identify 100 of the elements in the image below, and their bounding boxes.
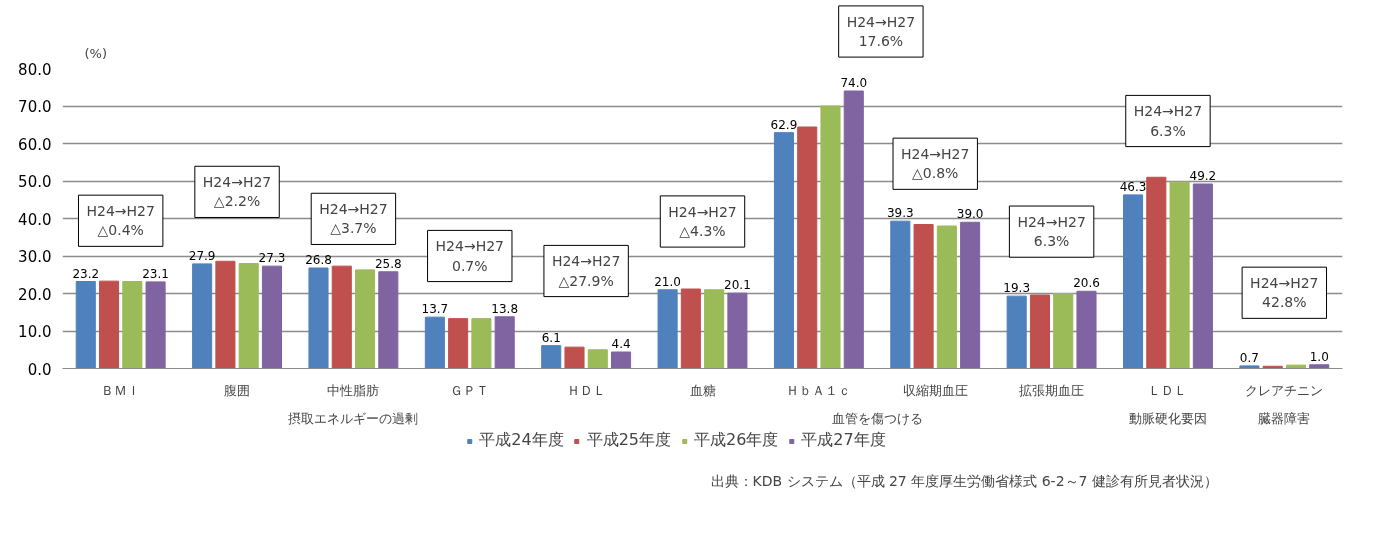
bar — [448, 318, 469, 369]
data-label: 39.3 — [886, 206, 914, 221]
bar — [261, 265, 282, 369]
source-note: 出典：KDB システム（平成 27 年度厚生労働省様式 6-2～7 健診有所見者状況） — [710, 472, 1218, 489]
annotation: H24→H27 0.7% — [435, 238, 504, 274]
bar — [471, 318, 492, 369]
bar — [238, 263, 259, 369]
data-label: 13.7 — [421, 302, 449, 317]
legend-label: 平成25年度 — [586, 430, 671, 451]
bar — [727, 292, 748, 369]
text: 摂取エネルギーの過剰 — [288, 410, 419, 426]
bar — [797, 126, 818, 369]
bar — [378, 271, 399, 369]
x-tick-label: 血糖 — [689, 382, 716, 398]
y-tick-label: 40.0 — [18, 210, 52, 229]
bar — [936, 225, 957, 369]
y-tick-label: 80.0 — [18, 60, 52, 79]
bar — [587, 349, 608, 369]
bar — [122, 281, 143, 369]
annotation: H24→H27 6.3% — [1017, 214, 1086, 250]
bar — [960, 221, 981, 369]
bar — [1006, 295, 1027, 369]
data-label: 21.0 — [654, 274, 681, 289]
bar — [704, 289, 725, 369]
x-tick-label: 収縮期血圧 — [902, 382, 968, 398]
annotation: H24→H27 △0.4% — [86, 203, 155, 239]
bar — [913, 224, 934, 369]
annotation: H24→H27 △2.2% — [202, 174, 272, 210]
y-tick-label: 20.0 — [18, 285, 52, 304]
text: 動脈硬化要因 — [1128, 410, 1207, 426]
data-label: 46.3 — [1119, 179, 1147, 194]
bar — [680, 288, 701, 369]
bar — [657, 289, 678, 369]
y-tick-label: 60.0 — [18, 135, 52, 154]
data-label: 23.2 — [72, 266, 100, 281]
data-label: 13.8 — [491, 301, 519, 316]
bar — [1123, 194, 1144, 369]
data-label: 39.0 — [956, 207, 984, 222]
annotation: H24→H27 6.3% — [1133, 103, 1203, 139]
bar — [355, 269, 376, 369]
data-label: 1.0 — [1309, 349, 1329, 364]
data-label: 20.6 — [1073, 276, 1100, 291]
y-tick-label: 30.0 — [18, 248, 52, 266]
bar — [75, 281, 96, 369]
bar — [1146, 176, 1167, 369]
bar — [1169, 181, 1190, 369]
legend-label: 平成26年度 — [694, 430, 779, 451]
data-label: 23.1 — [142, 266, 169, 281]
y-axis-title: (%) — [84, 45, 107, 61]
annotation: H24→H27 △0.8% — [901, 146, 970, 182]
bar — [1285, 364, 1306, 369]
data-label: 74.0 — [840, 76, 868, 90]
data-label: 20.1 — [724, 278, 751, 293]
annotation: H24→H27 △27.9% — [551, 253, 621, 289]
bar — [890, 220, 911, 369]
annotation: H24→H27 △3.7% — [319, 201, 388, 237]
bar — [564, 346, 585, 369]
data-label: 62.9 — [770, 117, 798, 132]
bar — [1029, 294, 1050, 369]
x-tick-label: ＢＭＩ — [101, 382, 141, 398]
text: H24→H27 17.6% — [846, 13, 916, 50]
bar — [1309, 364, 1330, 369]
bar — [215, 260, 236, 369]
bar — [99, 280, 120, 369]
bar — [145, 281, 166, 369]
y-tick-label: 70.0 — [18, 98, 52, 116]
bar — [1076, 290, 1097, 369]
y-tick-label: 50.0 — [18, 173, 52, 191]
text: 血管を傷つける — [831, 410, 923, 426]
data-label: 26.8 — [305, 253, 332, 267]
data-label: 6.1 — [541, 330, 561, 345]
bar — [541, 345, 562, 369]
annotation: H24→H27 42.8% — [1250, 275, 1319, 311]
y-tick-label: 0.0 — [27, 360, 52, 379]
x-tick-label: ＧＰＴ — [450, 382, 490, 398]
bar — [1053, 293, 1074, 369]
bar — [1239, 365, 1260, 369]
x-tick-label: ＨＤＬ — [566, 382, 606, 398]
legend-label: 平成27年度 — [801, 430, 886, 451]
data-label: 19.3 — [1003, 281, 1031, 296]
data-label: 27.3 — [258, 251, 286, 266]
bar — [843, 90, 864, 369]
text: 臓器障害 — [1258, 410, 1311, 426]
data-label: 25.8 — [374, 256, 402, 271]
annotation: H24→H27 △4.3% — [668, 203, 737, 240]
bar — [820, 105, 841, 369]
x-tick-label: 中性脂肪 — [327, 382, 380, 398]
bar — [494, 316, 515, 369]
x-tick-label: 腹囲 — [224, 382, 251, 398]
bar — [192, 263, 213, 369]
x-tick-label: ＬＤＬ — [1148, 382, 1188, 398]
data-label: 49.2 — [1189, 169, 1217, 183]
x-tick-label: 拡張期血圧 — [1019, 382, 1085, 398]
bar — [773, 132, 794, 369]
bar — [611, 351, 632, 369]
bar — [331, 265, 352, 369]
bar — [1192, 183, 1213, 369]
legend-label: 平成24年度 — [479, 430, 564, 451]
y-tick-label: 10.0 — [18, 323, 52, 341]
data-label: 27.9 — [188, 248, 216, 263]
